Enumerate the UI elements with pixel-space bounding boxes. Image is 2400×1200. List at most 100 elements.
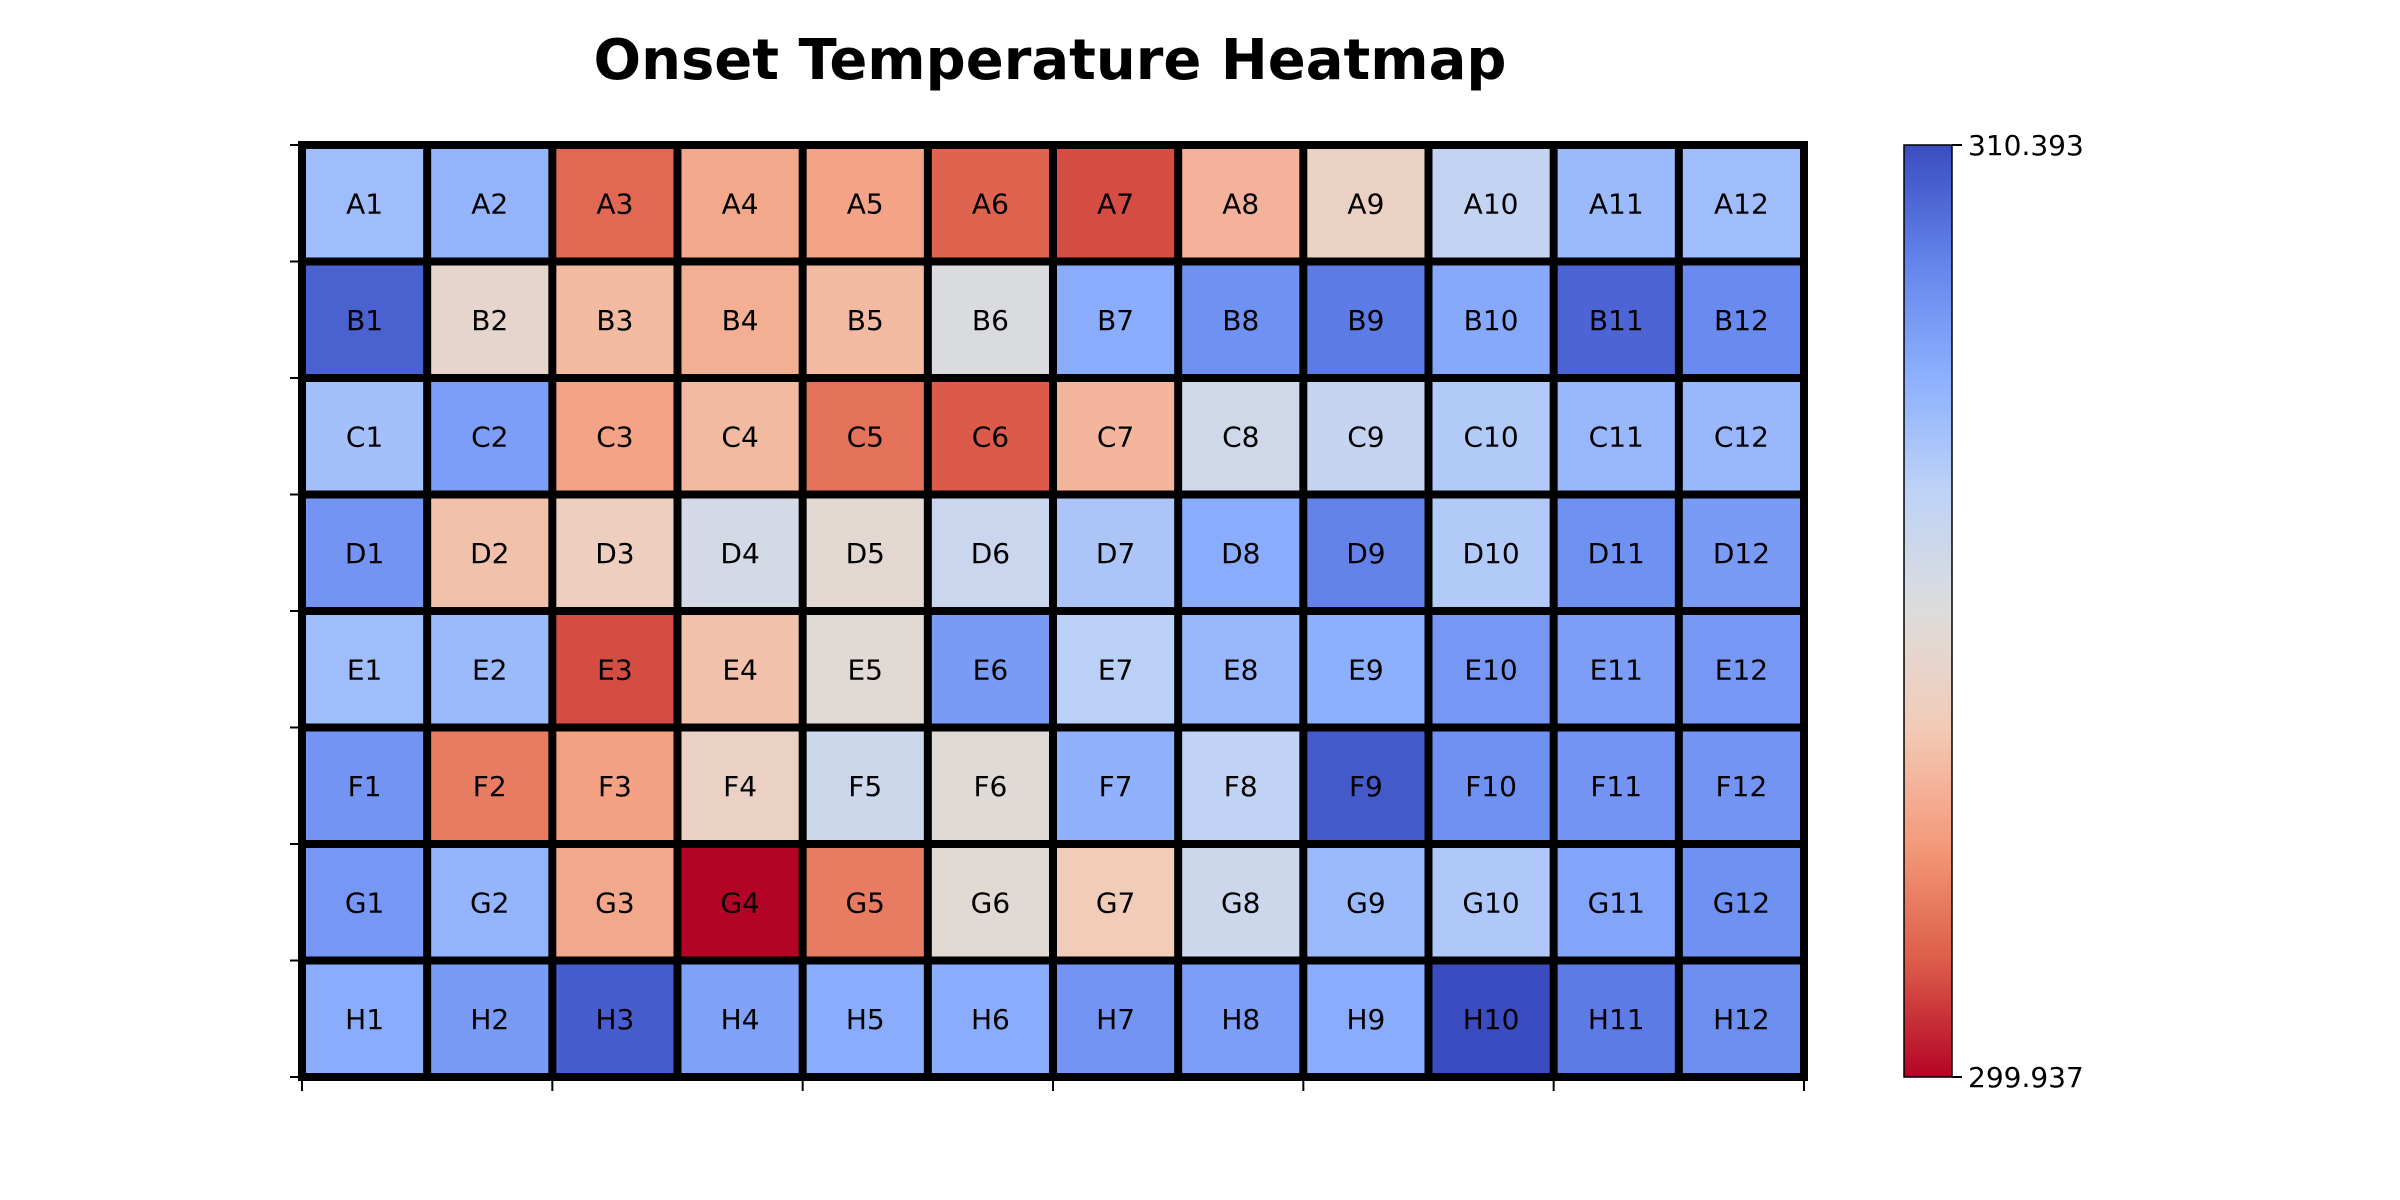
heatmap-cell-F9 [1307,731,1425,840]
heatmap-cell-label-D12: D12 [1713,537,1770,570]
heatmap-cell-G4 [681,848,799,957]
heatmap-cell-F4 [681,731,799,840]
heatmap-cell-label-E8: E8 [1223,653,1259,686]
heatmap-cell-A5 [806,149,924,258]
heatmap-cell-F6 [931,731,1049,840]
heatmap-cell-label-F8: F8 [1224,770,1258,803]
heatmap-cell-A3 [556,149,674,258]
heatmap-cell-label-B7: B7 [1097,304,1134,337]
heatmap-cell-G11 [1557,848,1675,957]
heatmap-cell-label-C5: C5 [847,420,884,453]
heatmap-cell-C2 [431,382,549,491]
heatmap-cell-B5 [806,265,924,374]
heatmap-cell-C1 [306,382,424,491]
heatmap-cell-label-C6: C6 [972,420,1009,453]
heatmap-cell-label-E4: E4 [722,653,758,686]
colorbar-max-label: 310.393 [1968,129,2084,162]
heatmap-cell-A2 [431,149,549,258]
heatmap-cell-B10 [1432,265,1550,374]
heatmap-cell-label-C10: C10 [1463,420,1518,453]
heatmap-cell-label-A1: A1 [346,187,383,220]
heatmap-cell-label-D9: D9 [1346,537,1385,570]
heatmap-cell-label-C2: C2 [471,420,508,453]
heatmap-grid: A1 A2 A3 A4 A5 A6 A7 A8 A9 A10 A11 A12 B1 B2 B3 B4 B5 B6 B… [298,141,1808,1081]
heatmap-cell-label-B6: B6 [972,304,1009,337]
heatmap-cell-F7 [1057,731,1175,840]
heatmap-cell-G6 [931,848,1049,957]
heatmap-cell-H2 [431,964,549,1073]
heatmap-cell-label-B3: B3 [596,304,633,337]
heatmap-cell-E9 [1307,615,1425,724]
heatmap-cell-H12 [1682,964,1800,1073]
heatmap-cell-label-B5: B5 [847,304,884,337]
heatmap-cell-label-A10: A10 [1464,187,1519,220]
heatmap-cell-D8 [1182,498,1300,607]
heatmap-cell-G10 [1432,848,1550,957]
heatmap-cell-label-A6: A6 [972,187,1009,220]
heatmap-cell-label-C3: C3 [596,420,633,453]
heatmap-cell-label-B11: B11 [1589,304,1644,337]
heatmap-cell-label-D4: D4 [720,537,759,570]
heatmap-cell-label-D5: D5 [846,537,885,570]
heatmap-cell-H3 [556,964,674,1073]
heatmap-cell-label-B2: B2 [471,304,508,337]
heatmap-cell-label-C12: C12 [1714,420,1769,453]
heatmap-cell-D11 [1557,498,1675,607]
heatmap-cell-E7 [1057,615,1175,724]
heatmap-cell-label-E11: E11 [1590,653,1643,686]
heatmap-cell-label-H1: H1 [345,1003,384,1036]
heatmap-cell-label-F2: F2 [473,770,507,803]
heatmap-cell-B7 [1057,265,1175,374]
heatmap-cell-E4 [681,615,799,724]
heatmap-cell-B3 [556,265,674,374]
heatmap-cell-H6 [931,964,1049,1073]
heatmap-cell-B8 [1182,265,1300,374]
heatmap-cell-label-H8: H8 [1221,1003,1260,1036]
heatmap-cell-label-G7: G7 [1096,886,1136,919]
heatmap-cell-label-D7: D7 [1096,537,1135,570]
heatmap-cell-label-A3: A3 [596,187,633,220]
heatmap-cell-G1 [306,848,424,957]
heatmap-cell-label-F3: F3 [598,770,632,803]
heatmap-cell-label-F4: F4 [723,770,757,803]
heatmap-cell-label-B10: B10 [1464,304,1519,337]
heatmap-cell-label-H5: H5 [846,1003,885,1036]
heatmap-cell-label-G11: G11 [1588,886,1645,919]
heatmap-cell-label-F5: F5 [848,770,882,803]
heatmap-cell-label-E9: E9 [1348,653,1384,686]
heatmap-cell-label-B8: B8 [1222,304,1259,337]
heatmap-cell-A12 [1682,149,1800,258]
heatmap-cell-label-B9: B9 [1347,304,1384,337]
heatmap-cell-label-G10: G10 [1462,886,1519,919]
heatmap-cell-E10 [1432,615,1550,724]
heatmap-cell-label-H4: H4 [721,1003,760,1036]
heatmap-cell-A11 [1557,149,1675,258]
heatmap-cell-label-H10: H10 [1463,1003,1520,1036]
colorbar-gradient [1903,144,1953,1078]
heatmap-cell-F10 [1432,731,1550,840]
heatmap-cell-D1 [306,498,424,607]
heatmap-cell-label-D11: D11 [1588,537,1645,570]
heatmap-cell-A10 [1432,149,1550,258]
heatmap-cell-label-D1: D1 [345,537,384,570]
heatmap-cell-label-A2: A2 [471,187,508,220]
heatmap-cell-label-A7: A7 [1097,187,1134,220]
heatmap-cell-G2 [431,848,549,957]
heatmap-cell-D7 [1057,498,1175,607]
heatmap-cell-label-F7: F7 [1099,770,1133,803]
heatmap-cell-label-C11: C11 [1589,420,1644,453]
heatmap-cell-H5 [806,964,924,1073]
heatmap-cell-label-B12: B12 [1714,304,1769,337]
heatmap-cell-label-F12: F12 [1716,770,1768,803]
heatmap-cell-label-A12: A12 [1714,187,1769,220]
heatmap-cell-F11 [1557,731,1675,840]
heatmap-cell-C6 [931,382,1049,491]
heatmap-cell-H8 [1182,964,1300,1073]
heatmap-cell-A7 [1057,149,1175,258]
heatmap-cell-B6 [931,265,1049,374]
heatmap-cell-D3 [556,498,674,607]
heatmap-border [298,141,1808,1081]
heatmap-cell-label-D6: D6 [971,537,1010,570]
heatmap-cell-B12 [1682,265,1800,374]
heatmap-cell-label-G8: G8 [1221,886,1261,919]
